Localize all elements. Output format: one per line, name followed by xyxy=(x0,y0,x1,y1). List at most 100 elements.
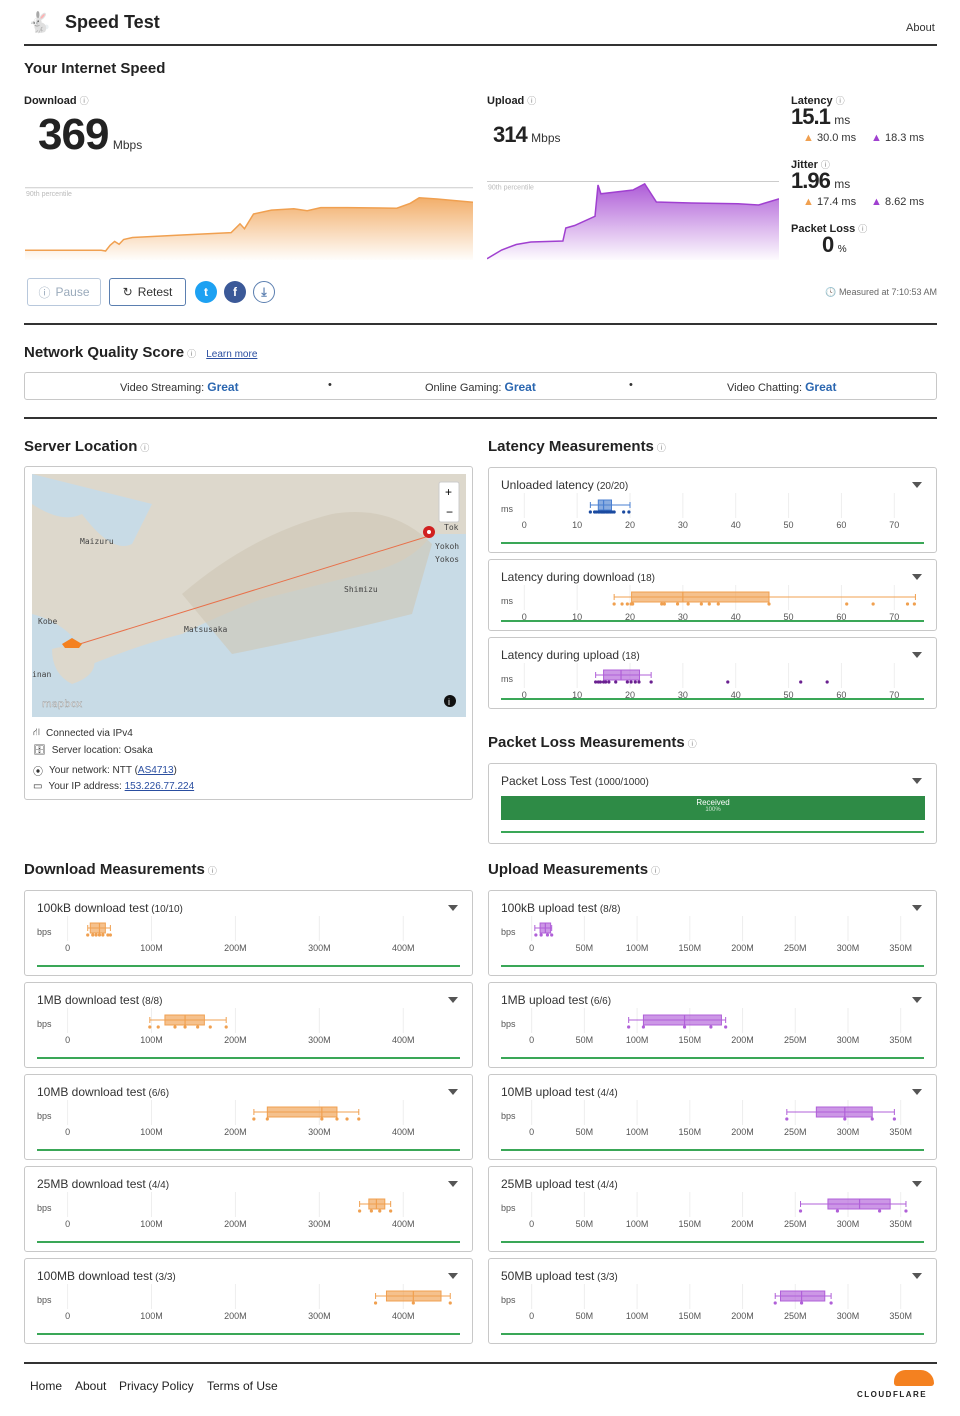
data-point xyxy=(912,602,916,606)
expand-caret-icon[interactable] xyxy=(448,997,458,1003)
data-point xyxy=(627,1025,631,1029)
learn-more-link[interactable]: Learn more xyxy=(206,349,258,360)
footer-about-link[interactable]: About xyxy=(75,1379,107,1393)
twitter-icon[interactable]: t xyxy=(195,281,217,303)
map-label: Yokoh xyxy=(435,542,459,551)
expand-caret-icon[interactable] xyxy=(912,778,922,784)
data-point xyxy=(641,1025,646,1029)
retest-button[interactable]: ↻ Retest xyxy=(109,278,186,306)
tick-label: 200M xyxy=(224,1311,247,1321)
tick-label: 300M xyxy=(836,1311,860,1321)
data-point xyxy=(320,1117,324,1121)
latency-value: 15.1 ms xyxy=(791,104,851,129)
tick-label: 300M xyxy=(308,943,331,953)
tick-label: 20 xyxy=(624,612,636,622)
measurement-title: 10MB upload test (4/4) xyxy=(501,1085,618,1099)
data-point xyxy=(785,1117,789,1121)
expand-caret-icon[interactable] xyxy=(448,1273,458,1279)
upload-value: 314 Mbps xyxy=(493,122,561,147)
tick-label: 10 xyxy=(572,612,583,622)
packet-loss-value: 0 % xyxy=(822,232,847,257)
tick-label: 150M xyxy=(678,1035,702,1045)
data-point xyxy=(798,1209,803,1213)
box-plot xyxy=(531,1284,902,1309)
data-point xyxy=(534,933,538,937)
expand-caret-icon[interactable] xyxy=(912,574,922,580)
tick-label: 70 xyxy=(889,520,900,530)
ip-link[interactable]: 153.226.77.224 xyxy=(124,781,195,792)
status-line xyxy=(501,1241,924,1243)
facebook-icon[interactable]: f xyxy=(224,281,246,303)
tick-label: 200M xyxy=(731,1311,754,1321)
latency-measurement-card: Latency during upload (18) ms 0 10 20 30 40 50 6… xyxy=(488,637,937,709)
map-label: Shimizu xyxy=(344,585,378,594)
data-point xyxy=(614,680,618,684)
expand-caret-icon[interactable] xyxy=(448,1181,458,1187)
zoom-out-button: − xyxy=(446,505,453,519)
mapbox-logo: mapbox xyxy=(42,699,82,710)
data-point xyxy=(627,510,631,514)
measurement-title: Latency during download (18) xyxy=(501,570,655,584)
data-point xyxy=(86,933,90,937)
download-results-icon[interactable]: ⤓ xyxy=(253,281,275,303)
zoom-controls xyxy=(438,481,460,523)
tick-label: 30 xyxy=(677,690,688,700)
asn-link[interactable]: AS4713 xyxy=(137,765,174,776)
upload-measurement-card: 10MB upload test (4/4) bps 0 50M 100M 150M 200… xyxy=(488,1074,937,1160)
about-link[interactable]: About xyxy=(906,22,935,34)
data-point xyxy=(625,602,629,606)
percentile-label: 90th percentile xyxy=(488,185,534,192)
data-point xyxy=(378,1209,382,1213)
info-icon: ⓘ xyxy=(858,224,868,234)
data-point xyxy=(550,933,554,937)
tick-label: 100M xyxy=(140,943,163,953)
tick-label: 40 xyxy=(730,520,741,530)
tick-label: 200M xyxy=(224,943,247,953)
upload-icon: ▲ xyxy=(871,196,882,208)
pause-button[interactable]: ⓘ Pause xyxy=(27,278,101,306)
data-point xyxy=(148,1025,152,1029)
download-chart: 90th percentile xyxy=(25,187,473,260)
download-measurement-card: 100kB download test (10/10) bps 0 100M 200M 3… xyxy=(24,890,473,976)
percentile-label: 90th percentile xyxy=(26,191,72,198)
expand-caret-icon[interactable] xyxy=(448,905,458,911)
packet-loss-test-title: Packet Loss Test (1000/1000) xyxy=(501,774,649,788)
data-point xyxy=(358,1209,362,1213)
footer-terms-link[interactable]: Terms of Use xyxy=(207,1379,278,1393)
tick-label: 200M xyxy=(731,1219,754,1229)
tick-label: 60 xyxy=(836,612,847,622)
expand-caret-icon[interactable] xyxy=(912,997,922,1003)
packet-loss-title: Packet Loss Measurements ⓘ xyxy=(488,734,697,751)
expand-caret-icon[interactable] xyxy=(912,1273,922,1279)
tick-label: 400M xyxy=(391,1219,415,1229)
expand-caret-icon[interactable] xyxy=(448,1089,458,1095)
tick-label: 0 xyxy=(529,1127,535,1137)
expand-caret-icon[interactable] xyxy=(912,1181,922,1187)
measured-time: 🕓 Measured at 7:10:53 AM xyxy=(825,287,937,297)
map[interactable]: Maizuru Kobe Matsusaka Shimizu Tok Yokoh… xyxy=(32,474,466,717)
expand-caret-icon[interactable] xyxy=(912,482,922,488)
tick-label: 100M xyxy=(140,1311,163,1321)
footer-privacy-link[interactable]: Privacy Policy xyxy=(119,1379,194,1393)
tick-label: 0 xyxy=(521,690,527,700)
status-line xyxy=(37,1149,460,1151)
data-point xyxy=(265,1117,269,1121)
expand-caret-icon[interactable] xyxy=(912,1089,922,1095)
data-point xyxy=(91,933,95,937)
measurement-title: 1MB download test (8/8) xyxy=(37,993,163,1007)
download-measurement-card: 25MB download test (4/4) bps 0 100M 200M 300M… xyxy=(24,1166,473,1252)
status-line xyxy=(37,965,460,967)
jitter-download: ▲ 17.4 ms xyxy=(803,196,857,208)
server-icon: 🗄 xyxy=(33,745,46,756)
expand-caret-icon[interactable] xyxy=(912,905,922,911)
footer-home-link[interactable]: Home xyxy=(30,1379,63,1393)
data-point xyxy=(208,1025,212,1029)
status-line xyxy=(37,1241,460,1243)
box-plot xyxy=(67,1284,452,1309)
cloudflare-logo: CLOUDFLARE xyxy=(857,1390,928,1399)
quality-video-chatting: Video Chatting: Great xyxy=(727,380,837,394)
data-point xyxy=(629,680,633,684)
server-location: 🗄 Server location: Osaka xyxy=(33,745,153,756)
upload-measurement-card: 1MB upload test (6/6) bps 0 50M 100M 150M 200M… xyxy=(488,982,937,1068)
expand-caret-icon[interactable] xyxy=(912,652,922,658)
